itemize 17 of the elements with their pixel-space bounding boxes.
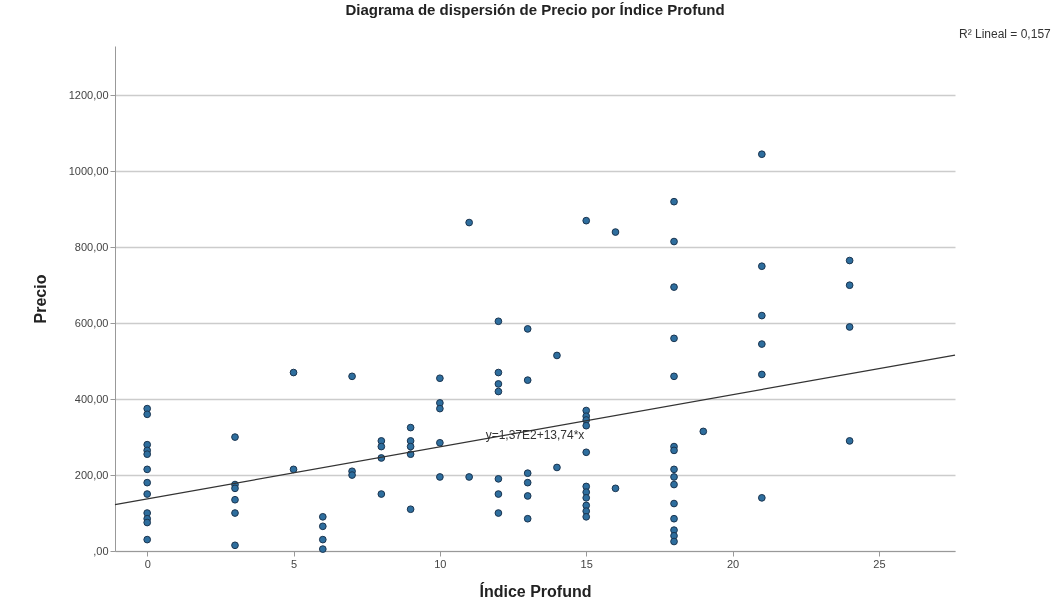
x-tick-label: 25 — [873, 557, 886, 570]
x-tick-label: 5 — [290, 557, 298, 570]
y-axis-title: Precio — [31, 274, 49, 324]
chart-title: Diagrama de dispersión de Precio por Índice Profund — [345, 1, 725, 18]
y-tick-label: 200,00 — [74, 468, 109, 481]
x-tick-label: 15 — [580, 557, 593, 570]
y-tick-label: ,00 — [93, 544, 109, 557]
y-tick-label: 1200,00 — [68, 88, 109, 101]
x-tick-label: 0 — [144, 557, 151, 570]
text: R² Lineal = 0,157 — [959, 27, 1052, 41]
y-tick-label: 600,00 — [74, 316, 109, 329]
y-tick-label: 400,00 — [74, 392, 109, 405]
x-tick-label: 10 — [434, 557, 447, 570]
y-tick-label: 1000,00 — [68, 164, 109, 177]
x-axis-title: Índice Profund — [479, 581, 592, 600]
y-tick-label: 800,00 — [74, 240, 109, 253]
x-tick-label: 20 — [726, 557, 740, 570]
